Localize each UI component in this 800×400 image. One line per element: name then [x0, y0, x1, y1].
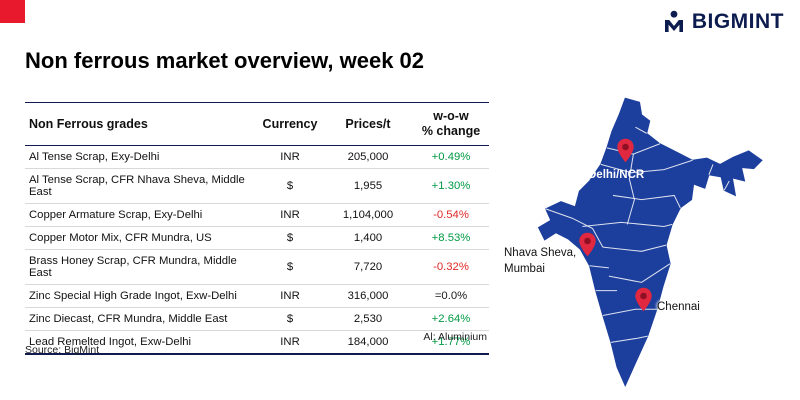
source-note: Source: BigMint [25, 344, 100, 356]
price-cell: 316,000 [323, 284, 413, 308]
price-cell: 7,720 [323, 249, 413, 285]
chennai-label: Chennai [657, 301, 700, 313]
grade-cell: Lead Remelted Ingot, Exw-Delhi [25, 330, 257, 355]
currency-cell: $ [257, 226, 323, 250]
aluminium-note: Al: Aluminium [423, 331, 487, 343]
table-row: Al Tense Scrap, CFR Nhava Sheva, Middle … [25, 168, 489, 204]
currency-cell: INR [257, 203, 323, 227]
change-cell: +0.49% [413, 145, 489, 169]
header-grade: Non Ferrous grades [25, 102, 257, 146]
grade-cell: Copper Armature Scrap, Exy-Delhi [25, 203, 257, 227]
chennai-pin-icon [634, 287, 653, 312]
india-map: Delhi/NCR Nhava Sheva, Mumbai Chennai [500, 88, 800, 400]
nhava-sheva-pin-icon [578, 232, 597, 257]
grade-cell: Brass Honey Scrap, CFR Mundra, Middle Ea… [25, 249, 257, 285]
currency-cell: $ [257, 168, 323, 204]
nhava-sheva-label-line2: Mumbai [504, 262, 545, 275]
change-cell: -0.32% [413, 249, 489, 285]
delhi-pin-icon [616, 138, 635, 163]
price-cell: 1,400 [323, 226, 413, 250]
delhi-label: Delhi/NCR [588, 169, 645, 181]
table-footnotes: Al: Aluminium Source: BigMint [25, 329, 489, 359]
state-borders [545, 126, 730, 343]
price-cell: 184,000 [323, 330, 413, 355]
table-row: Brass Honey Scrap, CFR Mundra, Middle Ea… [25, 249, 489, 285]
table-row: Al Tense Scrap, Exy-Delhi INR 205,000 +0… [25, 145, 489, 169]
header-change-line1: w-o-w [433, 109, 469, 123]
change-cell: +1.77% [413, 330, 489, 355]
table-row: Zinc Special High Grade Ingot, Exw-Delhi… [25, 284, 489, 308]
nhava-sheva-label-line1: Nhava Sheva, [504, 247, 577, 259]
change-cell: +8.53% [413, 226, 489, 250]
header-change-line2: % change [421, 124, 481, 138]
header-change: w-o-w % change [413, 102, 489, 146]
table-row: Copper Armature Scrap, Exy-Delhi INR 1,1… [25, 203, 489, 227]
change-cell: -0.54% [413, 203, 489, 227]
currency-cell: $ [257, 249, 323, 285]
currency-cell: INR [257, 145, 323, 169]
currency-cell: INR [257, 284, 323, 308]
table-row: Lead Remelted Ingot, Exw-Delhi INR 184,0… [25, 330, 489, 355]
price-cell: 205,000 [323, 145, 413, 169]
price-cell: 2,530 [323, 307, 413, 331]
change-cell: +1.30% [413, 168, 489, 204]
nhava-sheva-label: Nhava Sheva, Mumbai [504, 246, 576, 277]
table-row: Zinc Diecast, CFR Mundra, Middle East $ … [25, 307, 489, 331]
page-title: Non ferrous market overview, week 02 [25, 48, 425, 73]
bigmint-logo-text: BIGMINT [691, 10, 784, 33]
price-table: Non Ferrous grades Currency Prices/t w-o… [25, 102, 489, 355]
price-cell: 1,104,000 [323, 203, 413, 227]
brand-corner-mark [0, 0, 25, 23]
grade-cell: Al Tense Scrap, Exy-Delhi [25, 145, 257, 169]
bigmint-logo: BIGMINT [662, 10, 784, 34]
grade-cell: Al Tense Scrap, CFR Nhava Sheva, Middle … [25, 168, 257, 204]
header-price: Prices/t [323, 102, 413, 146]
price-cell: 1,955 [323, 168, 413, 204]
table-header-row: Non Ferrous grades Currency Prices/t w-o… [25, 102, 489, 146]
bigmint-logo-icon [662, 10, 686, 34]
header-currency: Currency [257, 102, 323, 146]
grade-cell: Zinc Special High Grade Ingot, Exw-Delhi [25, 284, 257, 308]
price-table-wrap: Non Ferrous grades Currency Prices/t w-o… [25, 102, 489, 355]
table-row: Copper Motor Mix, CFR Mundra, US $ 1,400… [25, 226, 489, 250]
change-cell: +2.64% [413, 307, 489, 331]
currency-cell: INR [257, 330, 323, 355]
change-cell: =0.0% [413, 284, 489, 308]
grade-cell: Zinc Diecast, CFR Mundra, Middle East [25, 307, 257, 331]
grade-cell: Copper Motor Mix, CFR Mundra, US [25, 226, 257, 250]
currency-cell: $ [257, 307, 323, 331]
india-map-shape [537, 97, 763, 388]
